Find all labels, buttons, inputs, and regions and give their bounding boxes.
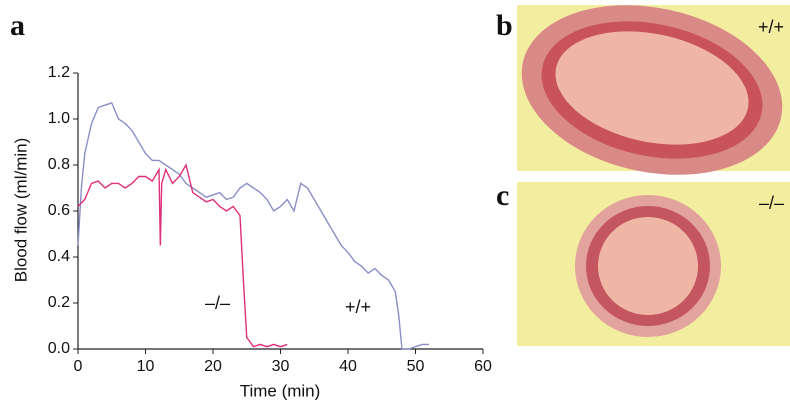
x-tick-label: 10 xyxy=(137,358,155,375)
data-line xyxy=(77,102,429,350)
y-tick-label: 0.4 xyxy=(48,248,70,265)
y-tick-label: 0.2 xyxy=(48,294,70,311)
micrograph-b xyxy=(517,5,790,175)
vessel-lumen xyxy=(555,31,749,145)
x-tick-label: 20 xyxy=(204,358,222,375)
y-tick-label: 0.6 xyxy=(48,202,70,219)
x-axis-label: Time (min) xyxy=(240,381,321,400)
panel-label: c xyxy=(496,179,509,212)
series-label: +/+ xyxy=(345,297,371,317)
micrograph-c xyxy=(517,182,790,346)
panel-label: b xyxy=(496,9,513,42)
y-tick-label: 0.8 xyxy=(48,156,70,173)
vessel-lumen xyxy=(598,217,698,315)
x-tick-label: 60 xyxy=(474,358,492,375)
panel-label: a xyxy=(10,9,25,42)
series-label: –/– xyxy=(205,293,230,313)
y-axis-label: Blood flow (ml/min) xyxy=(11,138,30,283)
y-tick-label: 0.0 xyxy=(48,340,70,357)
x-tick-label: 50 xyxy=(407,358,425,375)
y-tick-label: 1.2 xyxy=(48,64,70,81)
x-tick-label: 0 xyxy=(74,358,83,375)
genotype-label: –/– xyxy=(759,193,784,213)
data-line xyxy=(77,163,288,348)
y-tick-label: 1.0 xyxy=(48,110,70,127)
genotype-label: +/+ xyxy=(758,17,784,37)
x-tick-label: 30 xyxy=(272,358,290,375)
x-tick-label: 40 xyxy=(339,358,357,375)
